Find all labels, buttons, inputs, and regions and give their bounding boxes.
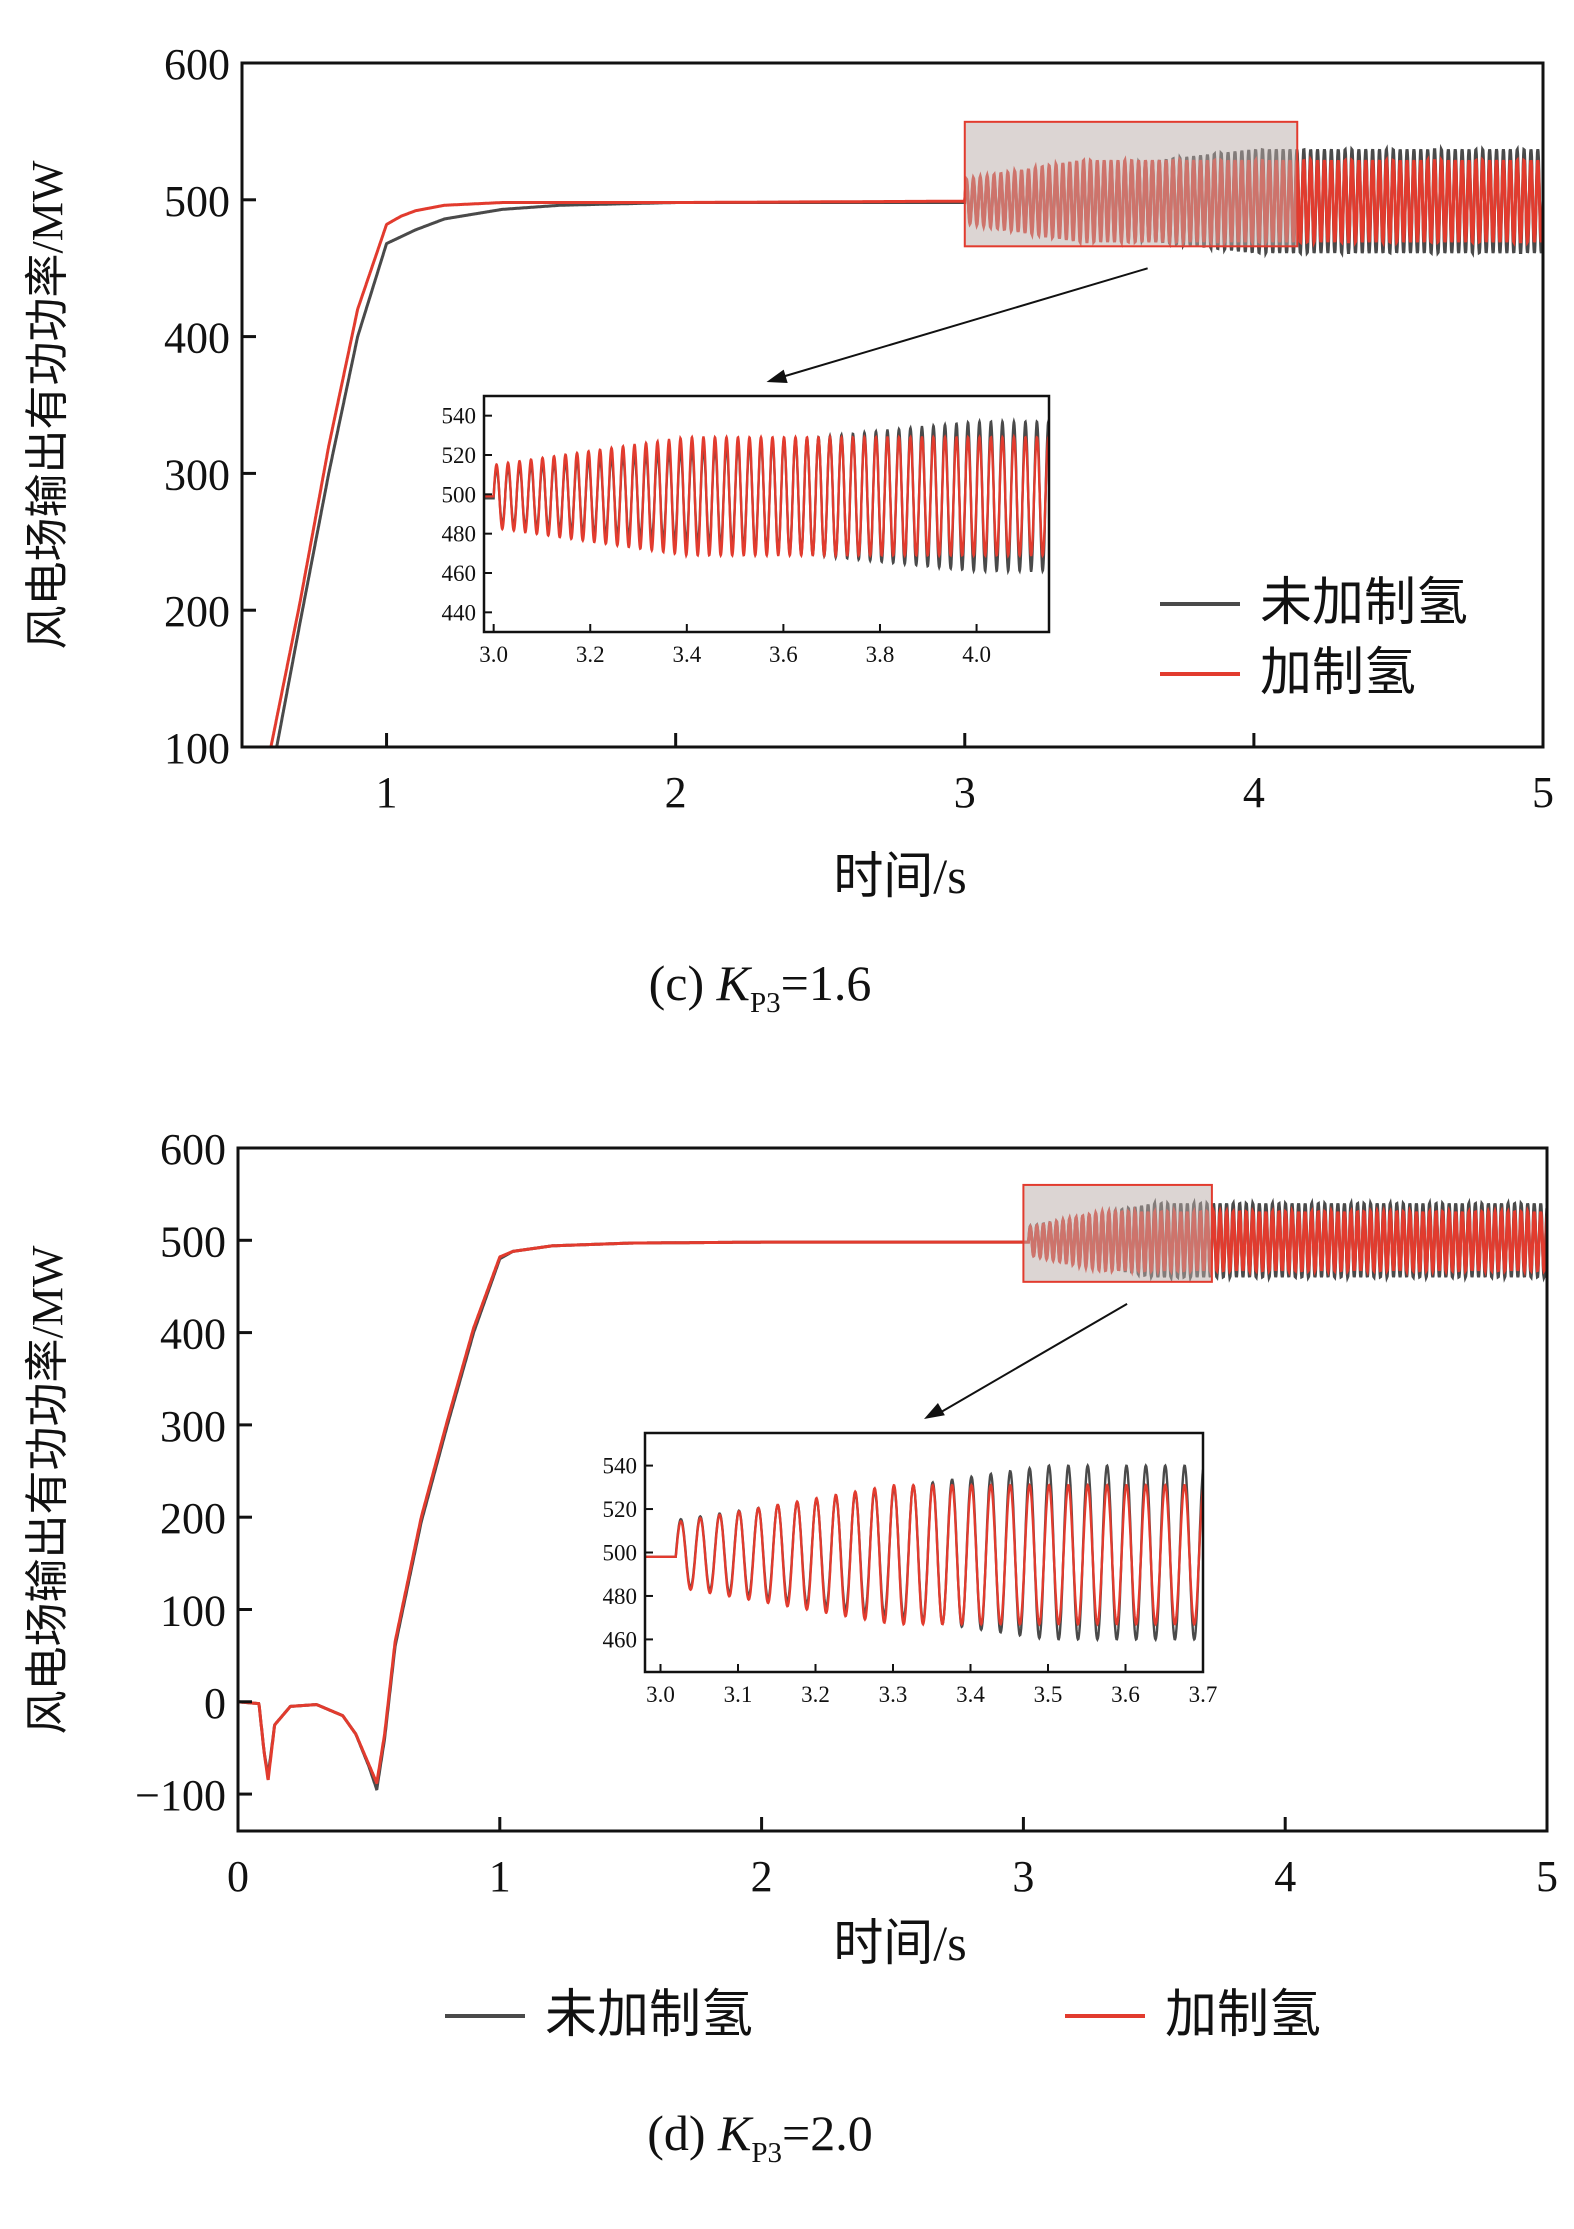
inset-background	[645, 1433, 1203, 1672]
legend-label: 未加制氢	[545, 1987, 753, 2044]
caption-prefix: (c)	[649, 955, 717, 1011]
arrow-head	[924, 1403, 945, 1419]
x-tick-label: 3	[1012, 1852, 1034, 1901]
y-tick-label: 400	[164, 314, 230, 363]
inset-x-tick-label: 3.0	[479, 642, 508, 667]
y-tick-label: 500	[164, 177, 230, 226]
inset-x-tick-label: 3.3	[879, 1682, 908, 1707]
caption-prefix: (d)	[647, 2105, 718, 2161]
inset-y-tick-label: 440	[442, 600, 477, 625]
y-tick-label: 200	[160, 1494, 226, 1543]
inset-x-tick-label: 3.2	[576, 642, 605, 667]
chart-0: 1 2 3 4 5 100 200 300 400 500 600 时间/s 风电场输出有功功率/MW 3…	[23, 40, 1554, 1019]
inset-x-tick-label: 3.6	[1111, 1682, 1140, 1707]
legend-label: 加制氢	[1165, 1987, 1321, 2044]
y-tick-label: 0	[204, 1679, 226, 1728]
inset-y-tick-label: 480	[442, 522, 477, 547]
x-tick-label: 0	[227, 1852, 249, 1901]
caption-subscript: P3	[751, 2137, 782, 2169]
y-axis-label: 风电场输出有功功率/MW	[23, 1245, 72, 1734]
inset-x-tick-label: 4.0	[962, 642, 991, 667]
inset-series-group	[645, 1462, 1203, 1643]
x-tick-label: 5	[1532, 768, 1554, 817]
inset-y-tick-label: 520	[442, 443, 477, 468]
x-tick-label: 3	[954, 768, 976, 817]
legend: 未加制氢 加制氢	[445, 1987, 1321, 2044]
caption-variable: K	[717, 2105, 754, 2161]
zoom-box	[963, 120, 1299, 248]
x-tick-label: 1	[489, 1852, 511, 1901]
inset-y-tick-label: 500	[603, 1541, 638, 1566]
legend-label: 加制氢	[1260, 645, 1416, 702]
y-tick-label: −100	[135, 1771, 226, 1820]
x-tick-label: 2	[751, 1852, 773, 1901]
legend-label: 未加制氢	[1260, 575, 1468, 632]
y-tick-label: 600	[160, 1125, 226, 1174]
zoom-arrow	[778, 267, 1148, 379]
x-tick-label: 4	[1274, 1852, 1296, 1901]
figure-caption: (d) KP3=2.0	[647, 2105, 873, 2169]
chart-1: 0 1 2 3 4 5−1000100200300400500600时间/s风电场输出有功…	[23, 1125, 1558, 2169]
inset-chart: 3.0 3.1 3.2 3.3 3.4 3.5 3.6 3.7 460 480 500 520 540	[603, 1431, 1218, 1707]
plot-frame	[240, 61, 1545, 749]
caption-value: =2.0	[782, 2105, 873, 2161]
inset-x-tick-label: 3.6	[769, 642, 798, 667]
x-tick-label: 4	[1243, 768, 1265, 817]
figure-caption: (c) KP3=1.6	[649, 955, 872, 1019]
inset-y-tick-label: 540	[442, 404, 477, 429]
series-line-hydrogen	[242, 155, 1543, 747]
series-line-hydrogen	[238, 1205, 1547, 1785]
inset-y-tick-label: 500	[442, 482, 477, 507]
x-axis-label: 时间/s	[833, 848, 966, 904]
x-tick-label: 5	[1536, 1852, 1558, 1901]
arrow-head	[766, 369, 788, 383]
inset-x-tick-label: 3.1	[724, 1682, 753, 1707]
y-tick-label: 100	[164, 724, 230, 773]
inset-y-tick-label: 460	[603, 1627, 638, 1652]
series-group	[242, 143, 1543, 747]
y-tick-label: 300	[164, 450, 230, 499]
inset-x-tick-label: 3.5	[1034, 1682, 1063, 1707]
inset-x-tick-label: 3.8	[866, 642, 895, 667]
zoom-arrow	[935, 1302, 1128, 1416]
y-tick-label: 200	[164, 587, 230, 636]
inset-frame	[482, 394, 1051, 634]
x-axis-label: 时间/s	[833, 1915, 966, 1971]
inset-x-tick-label: 3.0	[646, 1682, 675, 1707]
inset-series-line-hydrogen	[484, 433, 1049, 560]
inset-y-tick-label: 460	[442, 561, 477, 586]
inset-y-tick-label: 540	[603, 1454, 638, 1479]
x-tick-label: 1	[376, 768, 398, 817]
zoom-box	[1022, 1183, 1213, 1283]
caption-value: =1.6	[781, 955, 872, 1011]
y-tick-label: 400	[160, 1310, 226, 1359]
y-tick-label: 100	[160, 1586, 226, 1635]
inset-y-tick-label: 520	[603, 1497, 638, 1522]
y-tick-label: 600	[164, 40, 230, 89]
inset-x-tick-label: 3.4	[672, 642, 701, 667]
inset-x-tick-label: 3.4	[956, 1682, 985, 1707]
caption-subscript: P3	[750, 987, 781, 1019]
inset-series-line-hydrogen	[645, 1482, 1203, 1627]
y-tick-label: 300	[160, 1402, 226, 1451]
inset-y-tick-label: 480	[603, 1584, 638, 1609]
inset-series-group	[484, 417, 1049, 576]
inset-x-tick-label: 3.7	[1189, 1682, 1218, 1707]
x-tick-label: 2	[665, 768, 687, 817]
y-axis-label: 风电场输出有功功率/MW	[23, 160, 72, 649]
inset-chart: 3.0 3.2 3.4 3.6 3.8 4.0 440 460 480 500 520 540	[442, 394, 1051, 667]
y-tick-label: 500	[160, 1217, 226, 1266]
caption-variable: K	[716, 955, 753, 1011]
inset-x-tick-label: 3.2	[801, 1682, 830, 1707]
series-group	[238, 1197, 1547, 1791]
plot-frame	[236, 1146, 1549, 1833]
